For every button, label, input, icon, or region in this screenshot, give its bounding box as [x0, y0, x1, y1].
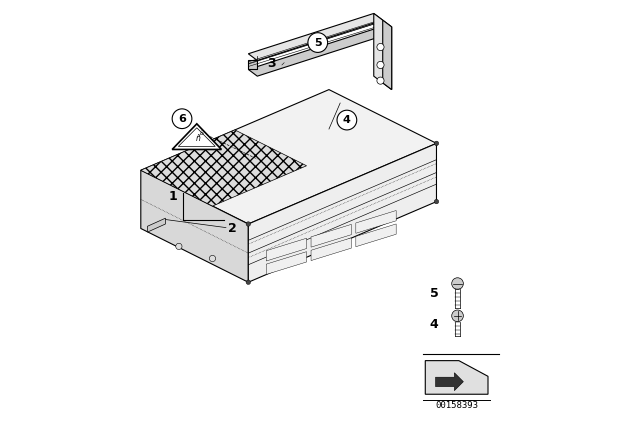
Polygon shape [248, 60, 257, 69]
Text: 1: 1 [169, 190, 177, 203]
Polygon shape [311, 238, 351, 261]
Polygon shape [248, 29, 383, 76]
Circle shape [308, 33, 328, 52]
Text: ñ: ñ [195, 134, 200, 143]
Polygon shape [311, 224, 351, 247]
Polygon shape [148, 218, 165, 232]
Circle shape [377, 61, 384, 69]
Circle shape [176, 243, 182, 250]
Circle shape [246, 280, 251, 284]
Polygon shape [374, 13, 392, 90]
Text: ò: ò [199, 130, 204, 136]
Polygon shape [179, 128, 215, 146]
Text: 00158393: 00158393 [435, 401, 478, 410]
Polygon shape [141, 130, 307, 206]
Circle shape [452, 310, 463, 322]
Polygon shape [141, 170, 248, 282]
Text: 5: 5 [314, 38, 321, 47]
Polygon shape [425, 361, 488, 394]
Text: 2: 2 [228, 222, 237, 235]
Circle shape [377, 77, 384, 84]
Polygon shape [266, 252, 307, 275]
Circle shape [435, 199, 439, 204]
Circle shape [377, 43, 384, 51]
Circle shape [435, 141, 439, 146]
Circle shape [337, 110, 356, 130]
Polygon shape [356, 224, 396, 247]
Polygon shape [356, 211, 396, 233]
Text: 6: 6 [178, 114, 186, 124]
Polygon shape [248, 13, 383, 60]
Polygon shape [141, 90, 436, 224]
Polygon shape [266, 238, 307, 261]
Circle shape [452, 278, 463, 289]
Text: 3: 3 [268, 57, 276, 70]
Circle shape [246, 222, 251, 226]
Polygon shape [436, 373, 463, 391]
Polygon shape [383, 20, 392, 90]
Circle shape [172, 109, 192, 129]
Polygon shape [172, 124, 221, 150]
Polygon shape [248, 143, 436, 282]
Circle shape [209, 255, 216, 262]
Text: 4: 4 [343, 115, 351, 125]
Text: 5: 5 [430, 287, 438, 300]
Text: 4: 4 [430, 318, 438, 332]
